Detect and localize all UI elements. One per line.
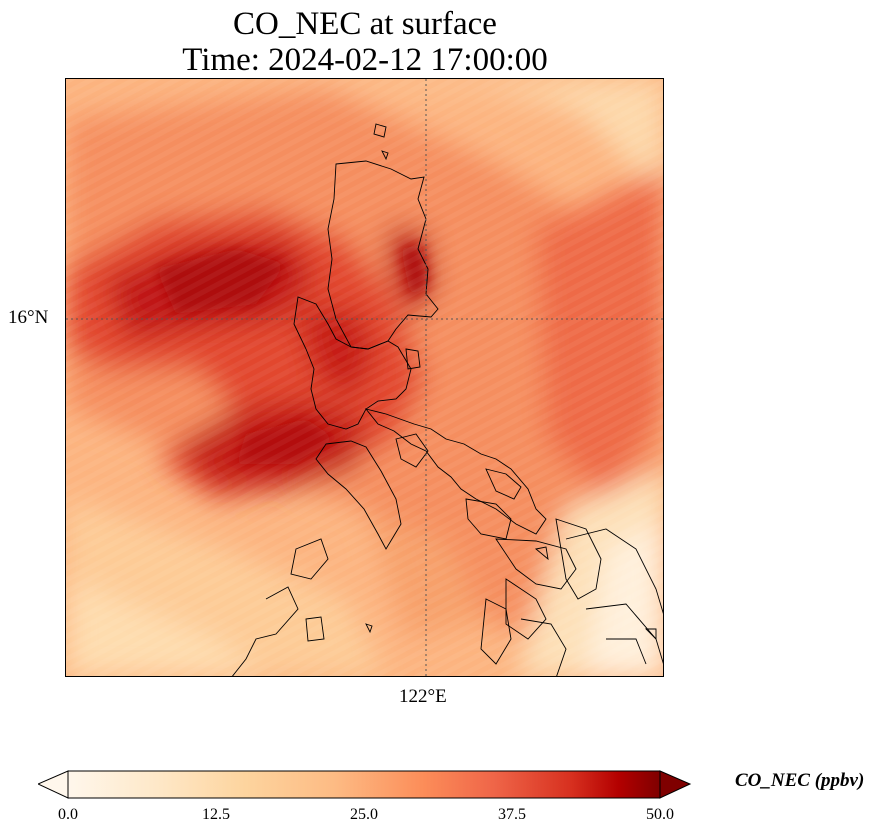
map-plot-area bbox=[65, 78, 664, 677]
northern-luzon-coast bbox=[327, 160, 439, 350]
mindoro-coast bbox=[315, 440, 402, 550]
cebu-coast bbox=[520, 618, 567, 676]
colorbar-tick-label: 25.0 bbox=[350, 806, 378, 823]
calamian-islands-coast bbox=[290, 538, 329, 580]
concentration-map bbox=[66, 79, 663, 676]
colorbar-tick-label: 37.5 bbox=[498, 806, 526, 823]
map-title-time: Time: 2024-02-12 17:00:00 bbox=[182, 42, 548, 78]
coastlines bbox=[232, 123, 663, 676]
colorbar-tick-label: 12.5 bbox=[202, 806, 230, 823]
samar-coast bbox=[495, 538, 577, 590]
panay-coast bbox=[505, 578, 547, 640]
colorbar-min-extend bbox=[38, 770, 69, 799]
colorbar-gradient bbox=[67, 770, 661, 799]
colorbar-tick-label: 50.0 bbox=[646, 806, 674, 823]
colorbar bbox=[38, 770, 692, 799]
leyte-coast bbox=[555, 518, 602, 600]
central-luzon-coast bbox=[293, 296, 412, 430]
lon-tick-label: 122°E bbox=[399, 686, 447, 707]
colorbar-max-extend bbox=[659, 770, 692, 799]
colorbar-label: CO_NEC (ppbv) bbox=[735, 770, 865, 791]
map-title-line1: CO_NEC at surface bbox=[233, 6, 497, 42]
lat-tick-label: 16°N bbox=[8, 307, 49, 328]
negros-coast bbox=[480, 598, 512, 665]
colorbar-tick-label: 0.0 bbox=[58, 806, 78, 823]
masbate-coast bbox=[465, 498, 512, 540]
southern-luzon-coast bbox=[364, 408, 547, 535]
